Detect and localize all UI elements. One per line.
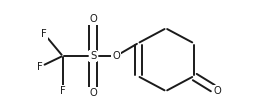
Text: O: O [89, 88, 97, 98]
Text: S: S [90, 51, 96, 61]
Text: O: O [112, 51, 120, 61]
Text: O: O [214, 86, 221, 96]
Text: F: F [60, 86, 66, 96]
Text: F: F [37, 62, 43, 72]
Text: O: O [89, 14, 97, 24]
Text: F: F [41, 29, 47, 39]
